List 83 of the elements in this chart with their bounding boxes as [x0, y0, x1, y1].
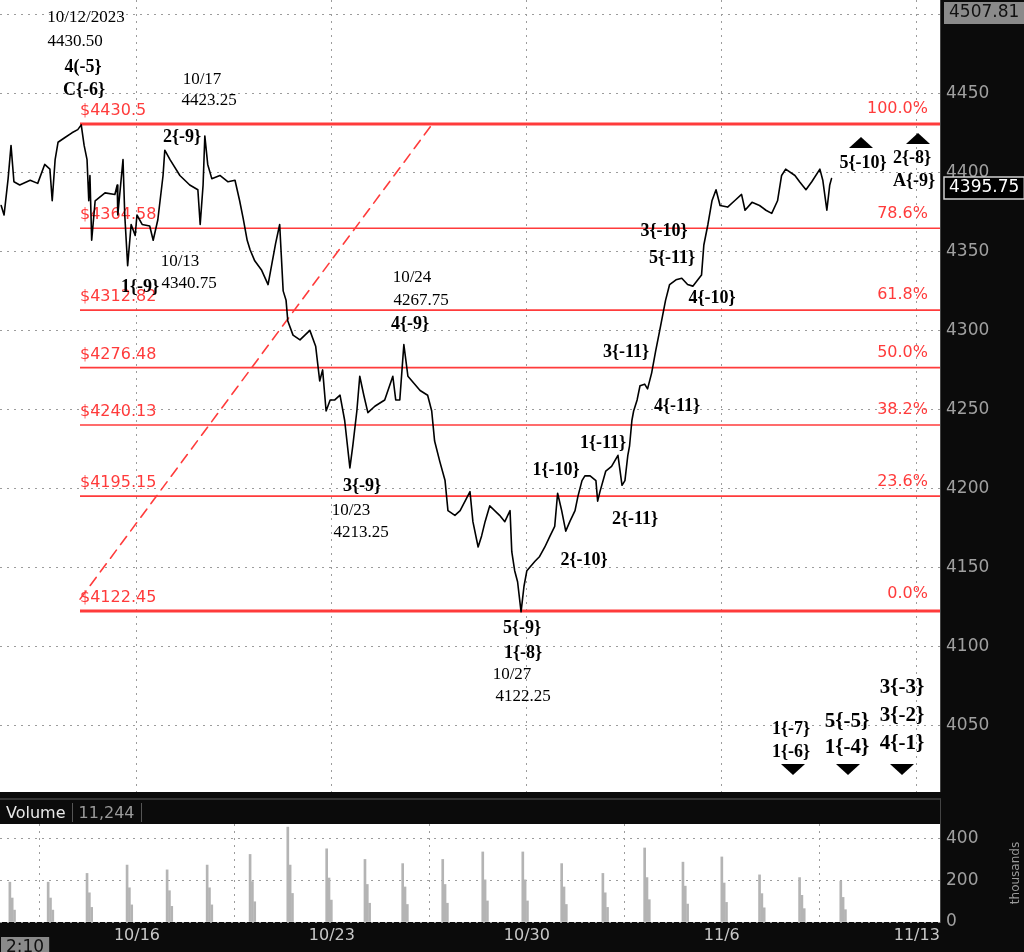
bar	[481, 851, 485, 922]
annotation: 5{-10}	[839, 151, 887, 172]
y-tick-label: 0	[946, 910, 957, 931]
chart-subtitle: 11,244	[72, 802, 142, 822]
x-tick-label: 10/23	[308, 924, 355, 944]
annotation: 1{-4}	[824, 734, 870, 759]
annotation: 4213.25	[333, 522, 389, 542]
ref-line-label: $4195.15	[80, 472, 157, 492]
y-tick-label: 4250	[946, 397, 990, 418]
annotation: 23.6%	[877, 471, 928, 491]
ref-line-label: $4430.5	[80, 100, 147, 120]
annotation: 10/27	[492, 664, 532, 684]
ref-line-label: $4276.48	[80, 343, 157, 363]
chart-title: Volume	[0, 802, 73, 822]
annotation: 4340.75	[161, 273, 217, 293]
annotation: 1{-8}	[503, 641, 543, 662]
annotation: 1{-6}	[771, 740, 811, 761]
annotation: 3{-9}	[342, 474, 382, 495]
annotation: 3{-11}	[602, 340, 650, 361]
annotation: 10/13	[160, 251, 200, 271]
annotation: 2{-9}	[162, 125, 202, 146]
annotation: 1{-11}	[579, 431, 627, 452]
annotation: 1{-7}	[771, 717, 811, 738]
y-tick-label: 4350	[946, 239, 990, 260]
annotation: 4{-1}	[879, 730, 925, 755]
y-tick-label: 200	[946, 868, 979, 889]
bar	[286, 826, 290, 922]
annotation: 2{-11}	[611, 507, 659, 528]
annotation: 1{-10}	[532, 458, 580, 479]
annotation: 5{-11}	[648, 246, 696, 267]
annotation: 3{-3}	[879, 674, 925, 699]
bar	[758, 874, 761, 922]
annotation: 2{-10}	[560, 548, 608, 569]
annotation: 10/17	[182, 69, 222, 89]
y-tick-label: 4300	[946, 318, 990, 339]
annotation: 4122.25	[495, 686, 551, 706]
annotation: C{-6}	[62, 78, 106, 99]
y-tick-label: 4150	[946, 555, 990, 576]
y-axis-title: thousands	[1008, 841, 1023, 905]
annotation: 0.0%	[887, 583, 928, 603]
annotation: 4{-11}	[653, 394, 701, 415]
bar	[720, 856, 724, 922]
y-tick-label: 400	[946, 827, 979, 848]
x-tick-label: 10/16	[113, 924, 160, 944]
x-tick-label: 11/6	[703, 924, 740, 944]
y-tick-label: 4100	[946, 634, 990, 655]
bar	[839, 880, 843, 922]
annotation: 4{-10}	[688, 286, 736, 307]
annotation: 61.8%	[877, 284, 928, 304]
bar	[798, 877, 801, 922]
annotation: 10/12/2023	[47, 7, 125, 27]
annotation: 38.2%	[877, 399, 928, 419]
y-tick-label: 4200	[946, 476, 990, 497]
bar	[521, 851, 525, 922]
annotation: 4(-5}	[64, 55, 102, 77]
text: 4395.75	[949, 176, 1020, 197]
ref-line-label: $4122.45	[80, 587, 157, 607]
annotation: 100.0%	[866, 98, 928, 118]
annotation: 4{-9}	[390, 312, 430, 333]
annotation: 4430.50	[47, 31, 103, 51]
annotation: 5{-9}	[502, 616, 542, 637]
annotation: 2{-8}	[892, 146, 932, 167]
annotation: A{-9}	[892, 169, 936, 190]
bar	[441, 859, 445, 922]
text: 4507.81	[949, 1, 1020, 22]
annotation: 10/23	[331, 500, 371, 520]
y-tick-label: 4050	[946, 714, 990, 735]
annotation: 4267.75	[393, 290, 449, 310]
text: 2:10	[6, 936, 45, 952]
bar	[643, 847, 646, 922]
annotation: 4423.25	[181, 90, 237, 110]
ref-line-label: $4240.13	[80, 401, 157, 421]
bar	[325, 848, 329, 922]
bar	[560, 863, 564, 922]
annotation: 78.6%	[877, 203, 928, 223]
annotation: 5{-5}	[824, 708, 870, 733]
y-tick-label: 4450	[946, 81, 990, 102]
x-tick-label: 10/30	[503, 924, 550, 944]
bar	[401, 863, 405, 922]
x-tick-label: 11/13	[893, 924, 940, 944]
annotation: 10/24	[392, 267, 432, 287]
annotation: 50.0%	[877, 342, 928, 362]
annotation: 3{-2}	[879, 702, 925, 727]
